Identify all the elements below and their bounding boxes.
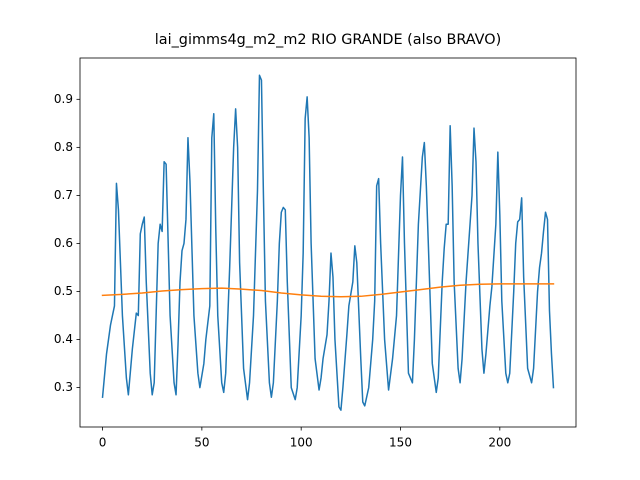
x-tick-label: 0 (99, 436, 107, 450)
x-tick-label: 100 (290, 436, 313, 450)
x-tick-label: 200 (488, 436, 511, 450)
x-tick-label: 150 (389, 436, 412, 450)
y-tick-label: 0.3 (54, 380, 73, 394)
x-tick-label: 50 (194, 436, 209, 450)
y-tick-label: 0.4 (54, 332, 73, 346)
data-line (101, 283, 555, 298)
axes-frame (79, 57, 577, 428)
y-tick-label: 0.7 (54, 188, 73, 202)
y-tick-label: 0.8 (54, 140, 73, 154)
y-tick-label: 0.9 (54, 92, 73, 106)
chart-title: lai_gimms4g_m2_m2 RIO GRANDE (also BRAVO… (155, 32, 501, 48)
y-tick-label: 0.6 (54, 236, 73, 250)
data-line (101, 74, 555, 411)
y-tick-label: 0.5 (54, 284, 73, 298)
